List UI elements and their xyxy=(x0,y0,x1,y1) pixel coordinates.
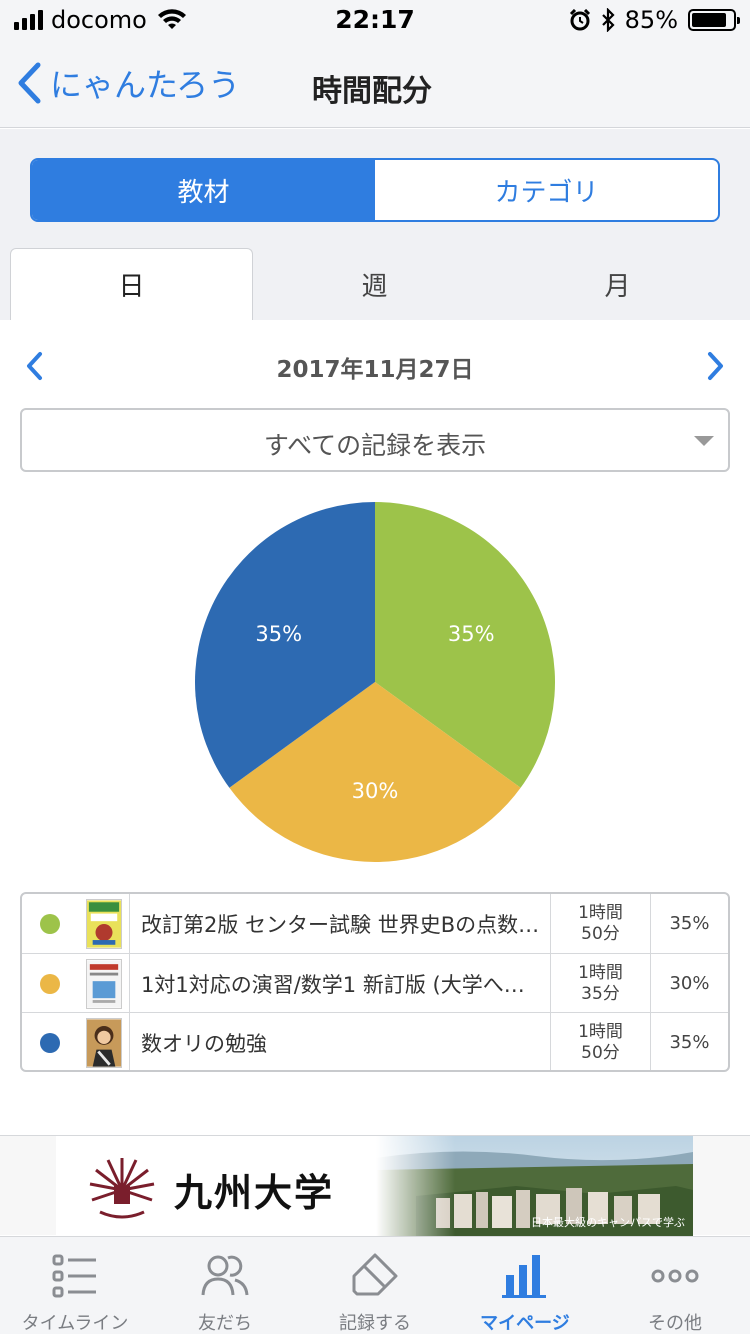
university-crest-icon xyxy=(89,1158,155,1219)
segment-materials[interactable]: 教材 xyxy=(32,160,375,220)
status-bar: docomo 22:17 85% xyxy=(0,0,750,40)
record-percent: 35% xyxy=(669,913,710,934)
ad-banner-area: 九州大学 日本最大級のキャンパスで学ぶ xyxy=(0,1135,750,1236)
time-distribution-pie-chart: 35% 30% 35% xyxy=(195,502,555,862)
record-name: 改訂第2版 センター試験 世界史Bの点数が面白いほどとれる本 xyxy=(141,912,541,937)
tab-label: 記録する xyxy=(339,1313,411,1334)
status-time: 22:17 xyxy=(335,5,415,34)
segmented-control: 教材 カテゴリ xyxy=(30,158,720,222)
battery-icon xyxy=(688,9,740,31)
wifi-icon xyxy=(157,9,186,29)
record-minutes: 50分 xyxy=(581,923,620,944)
tab-label: タイムライン xyxy=(21,1313,129,1334)
record-minutes: 50分 xyxy=(581,1042,620,1063)
signal-icon xyxy=(14,10,43,30)
tab-timeline[interactable]: タイムライン xyxy=(0,1237,150,1334)
pie-data-label: 35% xyxy=(448,622,495,646)
pie-slice xyxy=(229,682,521,862)
book-cover-world-history xyxy=(85,898,122,949)
status-right: 85% xyxy=(569,6,740,34)
tab-friends[interactable]: 友だち xyxy=(150,1237,300,1334)
date-navigator: 2017年11月27日 xyxy=(0,340,750,392)
friends-icon xyxy=(201,1255,249,1296)
previous-date-button[interactable] xyxy=(20,348,50,384)
more-icon xyxy=(651,1269,699,1283)
carrier-name: docomo xyxy=(51,6,147,34)
battery-percent: 85% xyxy=(624,6,678,34)
record-percent: 30% xyxy=(669,973,710,994)
list-icon xyxy=(52,1254,96,1298)
record-minutes: 35分 xyxy=(581,983,620,1004)
back-label: にゃんたろう xyxy=(50,66,241,104)
page-title: 時間配分 xyxy=(312,74,432,109)
chart-icon xyxy=(502,1255,546,1298)
tab-day[interactable]: 日 xyxy=(10,248,253,320)
tab-week[interactable]: 週 xyxy=(361,271,388,302)
pie-data-label: 35% xyxy=(255,622,302,646)
tab-record[interactable]: 記録する xyxy=(300,1237,450,1334)
back-button[interactable]: にゃんたろう xyxy=(16,60,240,106)
pie-slice xyxy=(195,502,375,788)
pie-data-label: 30% xyxy=(352,779,399,803)
chevron-left-icon xyxy=(18,62,41,104)
record-filter-dropdown[interactable]: すべての記録を表示 xyxy=(20,408,730,472)
record-hours: 1時間 xyxy=(578,962,623,983)
tab-bar: タイムライン 友だち 記録する マイページ xyxy=(0,1236,750,1334)
record-percent: 35% xyxy=(669,1032,710,1053)
banner-caption: 日本最大級のキャンパスで学ぶ xyxy=(531,1216,685,1229)
record-hours: 1時間 xyxy=(578,1021,623,1042)
navigation-bar: にゃんたろう 時間配分 xyxy=(0,40,750,128)
alarm-icon xyxy=(569,9,590,31)
tab-label: マイページ xyxy=(480,1313,570,1334)
pie-slice xyxy=(375,502,555,788)
record-name: 1対1対応の演習/数学1 新訂版 (大学への数学) xyxy=(141,972,541,997)
table-row[interactable]: 数オリの勉強 1時間 50分 35% xyxy=(22,1012,728,1070)
record-hours: 1時間 xyxy=(578,902,623,923)
campus-photo xyxy=(376,1136,693,1236)
segment-category[interactable]: カテゴリ xyxy=(494,177,599,208)
chevron-down-icon xyxy=(694,436,714,446)
dropdown-label: すべての記録を表示 xyxy=(263,431,487,460)
tab-label: 友だち xyxy=(198,1313,252,1334)
tab-more[interactable]: その他 xyxy=(600,1237,750,1334)
legend-dot xyxy=(40,913,60,934)
table-row[interactable]: 1対1対応の演習/数学1 新訂版 (大学への数学) 1時間 35分 30% xyxy=(22,953,728,1013)
legend-dot xyxy=(40,973,60,994)
status-left: docomo xyxy=(14,6,187,34)
book-cover-math xyxy=(85,958,122,1009)
filter-area: 教材 カテゴリ 日 週 月 xyxy=(0,129,750,320)
legend-dot xyxy=(40,1032,60,1053)
photo-person xyxy=(85,1017,122,1068)
next-date-button[interactable] xyxy=(700,348,730,384)
tab-label: その他 xyxy=(648,1313,702,1334)
bluetooth-icon xyxy=(601,8,615,32)
record-icon xyxy=(352,1253,398,1296)
period-tabs: 日 週 月 xyxy=(0,248,750,320)
record-name: 数オリの勉強 xyxy=(141,1031,267,1056)
tab-mypage[interactable]: マイページ xyxy=(450,1237,600,1334)
current-date: 2017年11月27日 xyxy=(276,357,474,383)
tab-month[interactable]: 月 xyxy=(604,271,631,302)
university-name: 九州大学 xyxy=(174,1170,335,1215)
ad-banner[interactable]: 九州大学 日本最大級のキャンパスで学ぶ xyxy=(56,1136,693,1236)
